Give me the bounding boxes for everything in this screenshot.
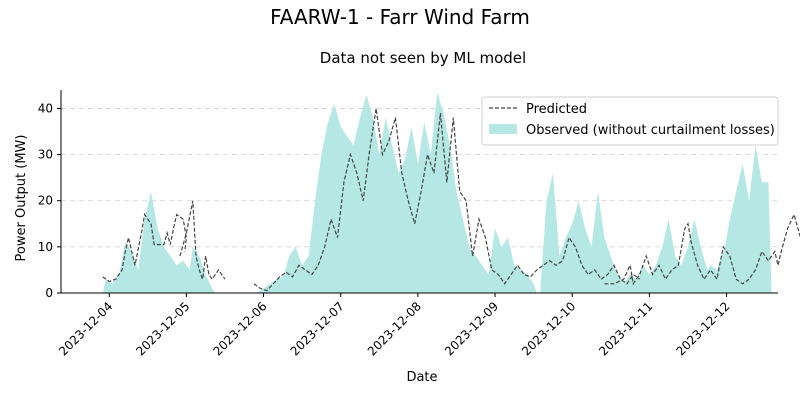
y-tick-label-20: 20 [38, 194, 53, 208]
observed-area-5 [713, 145, 772, 293]
x-tick-label-2023-12-09: 2023-12-09 [442, 299, 501, 358]
legend-box [481, 96, 779, 146]
predicted-line-3 [604, 212, 800, 286]
chart-title: FAARW-1 - Farr Wind Farm [270, 5, 530, 29]
predicted-line-1 [179, 200, 226, 281]
chart-subtitle: Data not seen by ML model [320, 49, 526, 67]
legend-predicted-label: Predicted [526, 102, 587, 117]
x-tick-label-2023-12-04: 2023-12-04 [56, 299, 115, 358]
y-tick-label-10: 10 [38, 240, 53, 254]
x-axis-ticks: 2023-12-04 2023-12-05 2023-12-06 2023-12-07… [56, 293, 733, 358]
x-tick-label-2023-12-06: 2023-12-06 [210, 299, 269, 358]
legend: Predicted Observed (without curtailment … [481, 96, 779, 146]
x-tick-label-2023-12-08: 2023-12-08 [365, 299, 424, 358]
predicted-line-2 [253, 108, 641, 292]
observed-series [102, 92, 772, 293]
observed-area-2 [540, 173, 637, 293]
x-tick-label-2023-12-11: 2023-12-11 [596, 299, 655, 358]
legend-observed-label: Observed (without curtailment losses) [526, 123, 775, 138]
x-tick-label-2023-12-12: 2023-12-12 [673, 299, 732, 358]
predicted-series [102, 108, 800, 292]
x-tick-label-2023-12-07: 2023-12-07 [288, 299, 347, 358]
y-axis-ticks: 0 10 20 30 40 [38, 101, 61, 300]
y-tick-label-30: 30 [38, 148, 53, 162]
observed-area-1 [257, 92, 537, 293]
x-tick-label-2023-12-10: 2023-12-10 [519, 299, 578, 358]
predicted-line-0 [102, 213, 188, 283]
y-tick-label-0: 0 [45, 286, 53, 300]
observed-area-0 [102, 191, 216, 293]
y-axis-label: Power Output (MW) [14, 135, 29, 262]
legend-observed-swatch [489, 124, 517, 134]
x-tick-label-2023-12-05: 2023-12-05 [133, 299, 192, 358]
y-tick-label-40: 40 [38, 101, 53, 115]
axes [60, 90, 778, 294]
x-axis-label: Date [406, 370, 437, 385]
